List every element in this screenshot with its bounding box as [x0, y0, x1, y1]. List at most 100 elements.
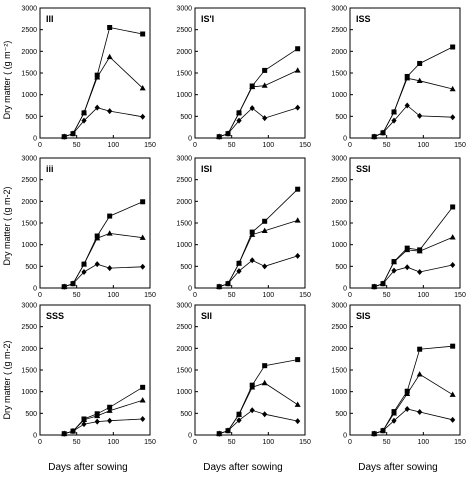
series-line-diamond [219, 409, 298, 435]
data-point-triangle [81, 260, 87, 267]
data-point-diamond [216, 133, 222, 140]
data-point-diamond [140, 415, 146, 422]
y-tick-label: 1500 [21, 368, 37, 375]
x-tick-label: 0 [193, 292, 197, 299]
y-tick-label: 500 [335, 114, 347, 121]
data-point-diamond [81, 117, 87, 124]
series-line-triangle [219, 220, 298, 288]
y-tick-label: 1000 [176, 242, 192, 249]
data-point-square [295, 46, 301, 52]
data-point-triangle [404, 246, 411, 253]
y-tick-label: 2500 [176, 324, 192, 331]
y-tick-label: 2500 [21, 177, 37, 184]
y-tick-label: 3000 [21, 156, 37, 163]
y-tick-label: 2000 [176, 199, 192, 206]
series-line-diamond [374, 408, 453, 435]
data-point-triangle [294, 67, 301, 73]
y-tick-label: 0 [188, 286, 192, 293]
data-point-square [450, 204, 456, 210]
x-tick-label: 50 [73, 292, 81, 299]
data-point-triangle [261, 379, 268, 386]
x-tick-label: 0 [38, 142, 42, 149]
y-tick-label: 500 [180, 114, 192, 121]
data-point-square [140, 31, 146, 37]
x-tick-label: 150 [454, 142, 466, 149]
x-tick-label: 0 [193, 142, 197, 149]
x-tick-label: 150 [144, 142, 156, 149]
series-line-square [374, 345, 453, 435]
data-point-triangle [106, 53, 113, 60]
data-point-triangle [81, 416, 87, 423]
y-tick-label: 0 [343, 136, 347, 143]
x-tick-label: 100 [107, 439, 119, 446]
data-point-diamond [140, 113, 146, 120]
y-tick-label: 2000 [331, 346, 347, 353]
data-point-diamond [249, 257, 255, 264]
y-tick-label: 2000 [21, 49, 37, 56]
y-tick-label: 3000 [331, 303, 347, 310]
y-tick-label: 1500 [176, 221, 192, 228]
data-point-square [107, 404, 113, 410]
x-tick-label: 150 [299, 292, 311, 299]
data-point-triangle [261, 227, 268, 233]
data-point-triangle [294, 217, 301, 223]
series-line-triangle [219, 70, 298, 138]
x-tick-label: 150 [299, 439, 311, 446]
panel-8: 0 500 1000 1500 2000 2500 3000 0 50 100 150 SII [176, 303, 311, 447]
data-point-square [450, 44, 456, 50]
data-point-diamond [295, 418, 301, 425]
data-point-square [140, 199, 146, 205]
panel-9: 0 500 1000 1500 2000 2500 3000 0 50 100 150 SIS [331, 303, 466, 447]
panel-title: iii [46, 164, 54, 174]
x-axis-label-col-1: Days after sowing [48, 462, 127, 473]
data-point-diamond [262, 411, 268, 418]
x-tick-label: 0 [193, 439, 197, 446]
series-line-diamond [374, 104, 453, 138]
series-line-diamond [64, 418, 143, 435]
data-point-triangle [139, 84, 146, 91]
y-tick-label: 2000 [331, 49, 347, 56]
data-point-triangle [236, 411, 242, 417]
plot-frame [349, 7, 461, 139]
data-point-diamond [391, 267, 397, 274]
panel-7: 0 500 1000 1500 2000 2500 3000 0 50 100 150 SSS [21, 303, 156, 447]
y-tick-label: 1000 [21, 389, 37, 396]
data-point-triangle [449, 391, 456, 397]
x-tick-label: 0 [348, 142, 352, 149]
data-point-triangle [249, 231, 256, 237]
data-point-square [107, 213, 113, 219]
data-point-triangle [261, 82, 268, 88]
data-point-diamond [450, 114, 456, 121]
y-tick-label: 500 [25, 264, 37, 271]
data-point-diamond [70, 130, 76, 137]
y-axis-label-row-2: Dry matter ( (g m-2) [2, 186, 12, 265]
data-point-diamond [249, 407, 255, 414]
series-line-triangle [64, 399, 143, 435]
data-point-diamond [417, 409, 423, 416]
x-tick-label: 50 [228, 142, 236, 149]
data-point-diamond [450, 416, 456, 423]
y-tick-label: 500 [25, 411, 37, 418]
y-tick-label: 2000 [21, 199, 37, 206]
y-tick-label: 500 [180, 264, 192, 271]
x-tick-label: 150 [454, 292, 466, 299]
y-tick-label: 1500 [21, 71, 37, 78]
series-line-square [64, 201, 143, 288]
y-tick-label: 3000 [21, 6, 37, 13]
y-tick-label: 0 [33, 433, 37, 440]
y-tick-label: 500 [335, 264, 347, 271]
data-point-diamond [94, 418, 100, 425]
data-point-triangle [391, 258, 397, 265]
data-point-diamond [371, 133, 377, 140]
y-axis-label-row-3: Dry matter ( (g m-2) [2, 340, 12, 419]
y-tick-label: 2500 [331, 177, 347, 184]
series-line-triangle [64, 56, 143, 138]
series-line-triangle [374, 77, 453, 138]
x-tick-label: 50 [383, 142, 391, 149]
data-point-diamond [404, 406, 410, 412]
y-tick-label: 2000 [331, 199, 347, 206]
data-point-square [295, 357, 301, 363]
y-tick-label: 3000 [176, 6, 192, 13]
x-tick-label: 100 [262, 292, 274, 299]
x-tick-label: 0 [348, 292, 352, 299]
